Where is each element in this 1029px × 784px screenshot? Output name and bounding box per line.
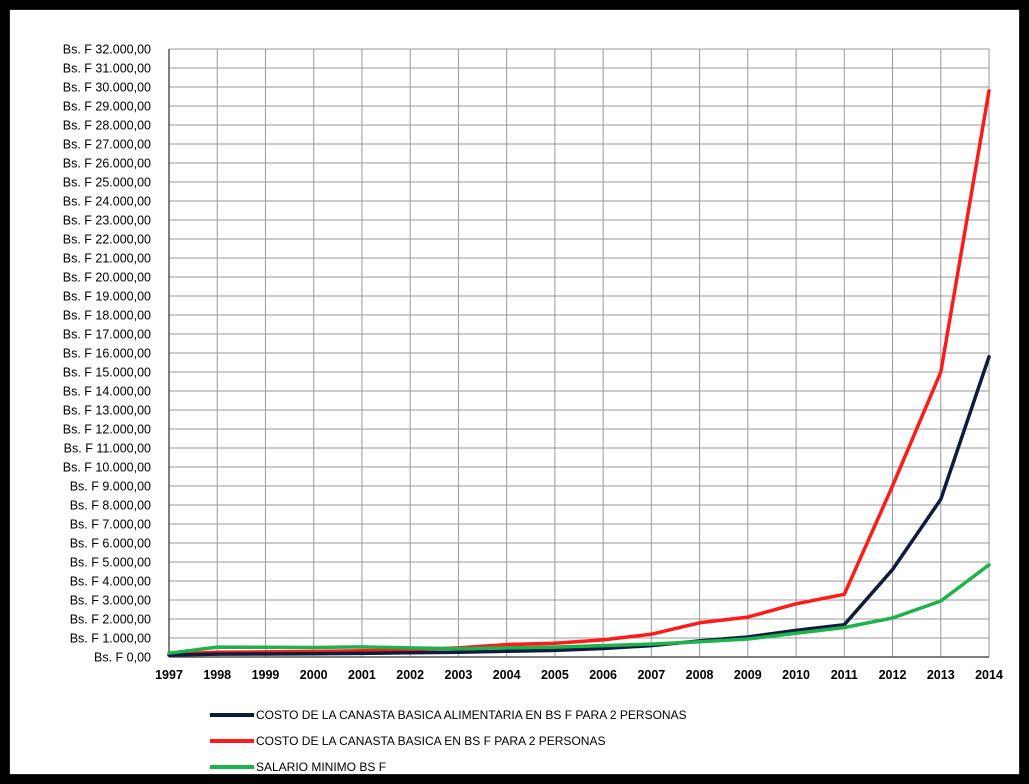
y-tick-label: Bs. F 3.000,00 bbox=[70, 594, 151, 608]
y-tick-label: Bs. F 15.000,00 bbox=[63, 366, 151, 380]
legend-item-salario-minimo: SALARIO MINIMO BS F bbox=[210, 754, 687, 780]
x-tick-label: 2002 bbox=[396, 668, 424, 682]
y-tick-label: Bs. F 25.000,00 bbox=[63, 176, 151, 190]
y-tick-label: Bs. F 9.000,00 bbox=[70, 480, 151, 494]
legend-label-canasta-basica: COSTO DE LA CANASTA BASICA EN BS F PARA … bbox=[256, 734, 606, 748]
y-tick-label: Bs. F 28.000,00 bbox=[63, 119, 151, 133]
y-tick-label: Bs. F 10.000,00 bbox=[63, 461, 151, 475]
y-axis-ticks: Bs. F 0,00 Bs. F 1.000,00 Bs. F 2.000,00 Bs… bbox=[63, 43, 151, 665]
x-tick-label: 2005 bbox=[541, 668, 569, 682]
chart-grid bbox=[168, 48, 990, 658]
y-tick-label: Bs. F 23.000,00 bbox=[63, 214, 151, 228]
x-axis-ticks: 1997 1998 1999 2000 2001 2002 2003 2004 2005 2006… bbox=[155, 668, 1003, 682]
y-tick-label: Bs. F 2.000,00 bbox=[70, 613, 151, 627]
y-tick-label: Bs. F 7.000,00 bbox=[70, 518, 151, 532]
x-tick-label: 2011 bbox=[831, 668, 858, 682]
series-line-1 bbox=[167, 89, 991, 656]
x-tick-label: 1997 bbox=[155, 668, 183, 682]
y-tick-label: Bs. F 14.000,00 bbox=[63, 385, 151, 399]
legend-swatch-canasta-basica bbox=[210, 739, 254, 743]
y-tick-label: Bs. F 31.000,00 bbox=[63, 62, 151, 76]
y-tick-label: Bs. F 13.000,00 bbox=[63, 404, 151, 418]
y-tick-label: Bs. F 22.000,00 bbox=[63, 233, 151, 247]
y-tick-label: Bs. F 8.000,00 bbox=[70, 499, 151, 513]
y-tick-label: Bs. F 16.000,00 bbox=[63, 347, 151, 361]
series-line-2 bbox=[167, 563, 991, 655]
y-tick-label: Bs. F 27.000,00 bbox=[63, 138, 151, 152]
y-tick-label: Bs. F 21.000,00 bbox=[63, 252, 151, 266]
y-tick-label: Bs. F 24.000,00 bbox=[63, 195, 151, 209]
legend-swatch-canasta-alimentaria bbox=[210, 713, 254, 717]
x-tick-label: 2001 bbox=[348, 668, 376, 682]
x-tick-label: 2012 bbox=[879, 668, 907, 682]
legend-label-salario-minimo: SALARIO MINIMO BS F bbox=[256, 760, 387, 774]
x-tick-label: 2010 bbox=[782, 668, 810, 682]
x-tick-label: 2006 bbox=[589, 668, 617, 682]
y-tick-label: Bs. F 20.000,00 bbox=[63, 271, 151, 285]
y-tick-label: Bs. F 18.000,00 bbox=[63, 309, 151, 323]
x-tick-label: 2003 bbox=[445, 668, 473, 682]
y-tick-label: Bs. F 29.000,00 bbox=[63, 100, 151, 114]
legend-swatch-salario-minimo bbox=[210, 765, 254, 769]
legend-item-canasta-alimentaria: COSTO DE LA CANASTA BASICA ALIMENTARIA E… bbox=[210, 702, 687, 728]
x-tick-label: 2000 bbox=[300, 668, 328, 682]
x-tick-label: 2004 bbox=[493, 668, 521, 682]
x-tick-label: 2007 bbox=[637, 668, 665, 682]
series-lines bbox=[167, 89, 991, 657]
y-tick-label: Bs. F 32.000,00 bbox=[63, 43, 151, 57]
y-tick-label: Bs. F 26.000,00 bbox=[63, 157, 151, 171]
y-tick-label: Bs. F 5.000,00 bbox=[70, 556, 151, 570]
y-tick-label: Bs. F 4.000,00 bbox=[70, 575, 151, 589]
y-tick-label: Bs. F 11.000,00 bbox=[64, 442, 151, 456]
legend-label-canasta-alimentaria: COSTO DE LA CANASTA BASICA ALIMENTARIA E… bbox=[256, 708, 687, 722]
x-tick-label: 1998 bbox=[203, 668, 231, 682]
chart-frame: Bs. F 0,00 Bs. F 1.000,00 Bs. F 2.000,00 Bs… bbox=[9, 9, 1020, 775]
x-tick-label: 2013 bbox=[927, 668, 955, 682]
y-tick-label: Bs. F 17.000,00 bbox=[63, 328, 151, 342]
y-tick-label: Bs. F 6.000,00 bbox=[70, 537, 151, 551]
line-chart: Bs. F 0,00 Bs. F 1.000,00 Bs. F 2.000,00 Bs… bbox=[63, 43, 1003, 683]
x-tick-label: 1999 bbox=[252, 668, 280, 682]
y-tick-label: Bs. F 19.000,00 bbox=[63, 290, 151, 304]
series-line-0 bbox=[167, 355, 991, 657]
x-tick-label: 2008 bbox=[686, 668, 714, 682]
y-tick-label: Bs. F 12.000,00 bbox=[63, 423, 151, 437]
y-tick-label: Bs. F 30.000,00 bbox=[63, 81, 151, 95]
legend-item-canasta-basica: COSTO DE LA CANASTA BASICA EN BS F PARA … bbox=[210, 728, 687, 754]
x-tick-label: 2014 bbox=[975, 668, 1003, 682]
x-tick-label: 2009 bbox=[734, 668, 762, 682]
legend: COSTO DE LA CANASTA BASICA ALIMENTARIA E… bbox=[210, 702, 687, 780]
y-tick-label: Bs. F 0,00 bbox=[94, 651, 151, 665]
y-tick-label: Bs. F 1.000,00 bbox=[70, 632, 151, 646]
